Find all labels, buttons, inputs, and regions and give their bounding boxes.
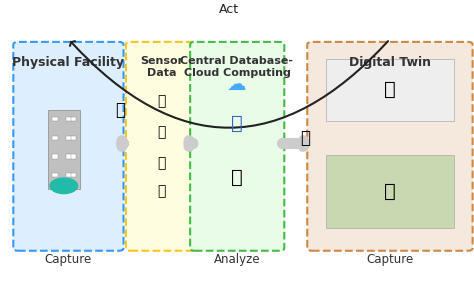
Bar bbox=[52, 117, 58, 121]
Text: 🔊: 🔊 bbox=[157, 184, 166, 198]
Text: Act: Act bbox=[219, 3, 239, 16]
Text: Digital Twin: Digital Twin bbox=[349, 56, 431, 69]
Bar bbox=[71, 154, 76, 158]
Bar bbox=[326, 155, 454, 228]
Bar bbox=[66, 154, 72, 158]
Text: Analyze: Analyze bbox=[214, 253, 260, 266]
Text: 📶: 📶 bbox=[157, 125, 166, 139]
Text: Sensor
Data: Sensor Data bbox=[140, 56, 183, 78]
FancyBboxPatch shape bbox=[190, 42, 284, 251]
Bar bbox=[66, 117, 72, 121]
Text: 🤖: 🤖 bbox=[231, 168, 243, 187]
FancyBboxPatch shape bbox=[307, 42, 473, 251]
Text: Physical Facility: Physical Facility bbox=[12, 56, 124, 69]
Bar bbox=[52, 154, 58, 158]
Ellipse shape bbox=[49, 177, 78, 194]
Bar bbox=[52, 173, 58, 177]
Text: 🏠: 🏠 bbox=[384, 182, 396, 201]
Text: 📷: 📷 bbox=[157, 94, 166, 108]
Text: 🗄: 🗄 bbox=[231, 114, 243, 133]
Text: Capture: Capture bbox=[45, 253, 92, 266]
Bar bbox=[71, 117, 76, 121]
Bar bbox=[48, 110, 80, 189]
Bar bbox=[326, 59, 454, 121]
Bar bbox=[52, 136, 58, 140]
FancyBboxPatch shape bbox=[13, 42, 124, 251]
Bar bbox=[71, 136, 76, 140]
Bar bbox=[66, 136, 72, 140]
Bar bbox=[66, 173, 72, 177]
Text: 🚁: 🚁 bbox=[157, 156, 166, 170]
Text: Capture: Capture bbox=[366, 253, 413, 266]
Bar bbox=[71, 173, 76, 177]
Text: 📐: 📐 bbox=[384, 80, 396, 99]
Text: 📡: 📡 bbox=[300, 129, 310, 147]
Text: 📡: 📡 bbox=[115, 101, 125, 119]
FancyBboxPatch shape bbox=[126, 42, 197, 251]
Text: ☁: ☁ bbox=[227, 75, 247, 94]
Text: Central Database-
Cloud Computing: Central Database- Cloud Computing bbox=[181, 56, 293, 78]
